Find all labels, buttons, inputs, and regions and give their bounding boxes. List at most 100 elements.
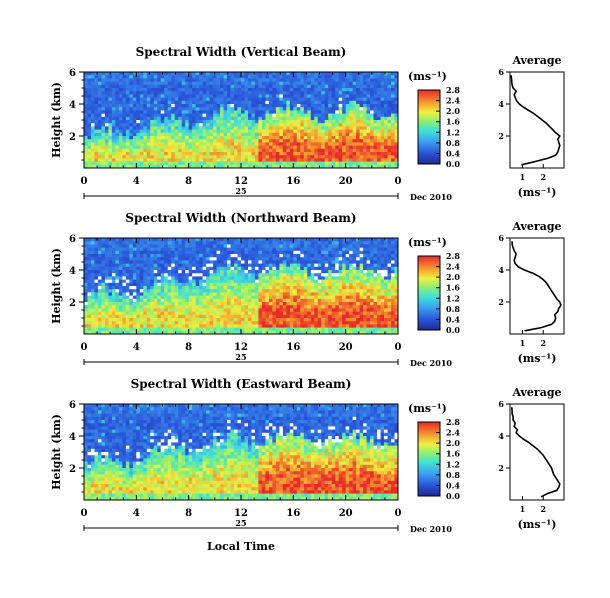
heatmap-cell	[87, 81, 92, 86]
heatmap-cell	[317, 113, 322, 118]
heatmap-cell	[230, 308, 235, 312]
heatmap-cell	[171, 139, 176, 143]
heatmap-cell	[118, 260, 123, 264]
heatmap-cell	[268, 123, 273, 127]
heatmap-cell	[129, 155, 134, 159]
heatmap-cell	[328, 145, 333, 150]
heatmap-cell	[324, 305, 329, 309]
heatmap-cell	[289, 266, 294, 271]
heatmap-cell	[90, 120, 95, 124]
heatmap-cell	[363, 161, 367, 166]
heatmap-cell	[359, 148, 364, 153]
heatmap-cell	[338, 91, 343, 95]
heatmap-cell	[261, 273, 266, 277]
heatmap-cell	[136, 286, 141, 290]
heatmap-cell	[324, 97, 329, 102]
heatmap-cell	[289, 161, 294, 166]
heatmap-cell	[199, 244, 204, 248]
heatmap-cell	[139, 241, 144, 245]
heatmap-cell	[125, 279, 130, 284]
heatmap-cell	[321, 295, 326, 300]
heatmap-cell	[108, 145, 113, 150]
heatmap-cell	[387, 152, 392, 156]
heatmap-cell	[223, 273, 228, 277]
heatmap-cell	[310, 75, 315, 79]
heatmap-cell	[178, 311, 183, 316]
heatmap-cell	[394, 91, 399, 95]
heatmap-cell	[139, 161, 144, 166]
heatmap-cell	[171, 324, 176, 328]
heatmap-cell	[132, 116, 137, 121]
heatmap-cell	[321, 247, 326, 252]
heatmap-cell	[317, 289, 322, 293]
heatmap-cell	[216, 91, 221, 95]
heatmap-cell	[150, 311, 155, 316]
heatmap-cell	[300, 148, 305, 153]
heatmap-cell	[97, 158, 102, 162]
heatmap-cell	[195, 241, 200, 245]
heatmap-cell	[234, 298, 238, 303]
heatmap-cell	[286, 292, 291, 296]
heatmap-cell	[345, 88, 350, 92]
heatmap-cell	[300, 260, 305, 264]
heatmap-cell	[380, 75, 385, 79]
heatmap-cell	[199, 324, 204, 328]
heatmap-cell	[254, 257, 259, 261]
heatmap-cell	[178, 324, 183, 328]
heatmap-cell	[178, 257, 183, 261]
heatmap-cell	[338, 158, 343, 162]
heatmap-cell	[178, 327, 183, 332]
heatmap-cell	[272, 91, 277, 95]
heatmap-cell	[104, 273, 109, 277]
heatmap-cell	[206, 270, 210, 274]
heatmap-cell	[118, 308, 123, 312]
heatmap-cell	[101, 298, 106, 303]
heatmap-cell	[195, 94, 200, 98]
heatmap-cell	[122, 327, 127, 332]
heatmap-cell	[303, 104, 308, 108]
heatmap-cell	[258, 292, 263, 296]
heatmap-cell	[209, 107, 214, 111]
heatmap-cell	[387, 78, 392, 82]
heatmap-cell	[265, 298, 270, 303]
heatmap-cell	[209, 330, 214, 335]
heatmap-cell	[129, 266, 134, 271]
average-y-tick-label: 6	[498, 67, 504, 77]
heatmap-cell	[296, 78, 301, 82]
heatmap-cell	[247, 276, 252, 280]
heatmap-cell	[352, 155, 357, 159]
heatmap-cell	[272, 276, 277, 280]
heatmap-cell	[136, 155, 141, 159]
heatmap-cell	[345, 81, 350, 86]
heatmap-cell	[157, 136, 162, 140]
heatmap-cell	[216, 279, 221, 284]
heatmap-cell	[373, 113, 378, 118]
heatmap-cell	[237, 308, 242, 312]
heatmap-cell	[258, 250, 263, 255]
heatmap-cell	[275, 305, 280, 309]
heatmap-cell	[181, 142, 186, 146]
heatmap-cell	[118, 254, 123, 258]
heatmap-cell	[90, 136, 95, 140]
heatmap-cell	[237, 311, 242, 316]
heatmap-cell	[223, 327, 228, 332]
heatmap-cell	[310, 247, 315, 252]
heatmap-cell	[206, 273, 210, 277]
heatmap-cell	[237, 250, 242, 255]
heatmap-cell	[101, 139, 106, 143]
heatmap-cell	[188, 266, 193, 271]
heatmap-cell	[118, 270, 123, 274]
heatmap-cell	[254, 158, 259, 162]
heatmap-cell	[157, 78, 162, 82]
heatmap-cell	[282, 279, 287, 284]
heatmap-cell	[90, 257, 95, 261]
heatmap-cell	[258, 72, 263, 76]
heatmap-cell	[122, 305, 127, 309]
heatmap-cell	[90, 97, 95, 102]
heatmap-cell	[265, 123, 270, 127]
heatmap-cell	[377, 152, 381, 156]
heatmap-cell	[275, 129, 280, 134]
heatmap-cell	[223, 276, 228, 280]
heatmap-cell	[310, 158, 315, 162]
heatmap-cell	[258, 78, 263, 82]
